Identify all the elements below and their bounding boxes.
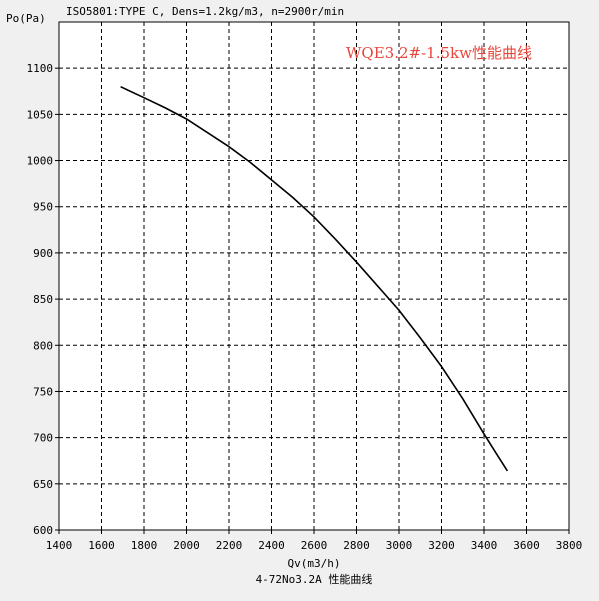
x-axis-label: Qv(m3/h)	[288, 557, 341, 570]
y-tick-label: 600	[33, 524, 53, 537]
y-tick-label: 1050	[27, 108, 54, 121]
y-tick-label: 900	[33, 247, 53, 260]
x-tick-label: 3800	[556, 539, 583, 552]
x-tick-label: 1600	[88, 539, 115, 552]
pressure-flow-curve	[120, 85, 509, 472]
y-tick-label: 650	[33, 478, 53, 491]
x-tick-label: 3200	[428, 539, 455, 552]
x-tick-label: 3400	[471, 539, 498, 552]
y-tick-label: 950	[33, 201, 53, 214]
y-tick-label: 750	[33, 385, 53, 398]
x-tick-label: 1800	[131, 539, 158, 552]
tick-labels: 1400 1600 1800 2000 2200 2400 2600 2800 3000 3200…	[27, 62, 583, 552]
y-axis-label: Po(Pa)	[6, 12, 46, 25]
x-tick-label: 2000	[173, 539, 200, 552]
y-tick-label: 800	[33, 339, 53, 352]
y-tick-label: 700	[33, 432, 53, 445]
chart-annotation: WQE3.2#-1.5kw性能曲线	[346, 44, 532, 62]
y-tick-label: 850	[33, 293, 53, 306]
x-tick-label: 2600	[301, 539, 328, 552]
x-tick-label: 2800	[343, 539, 370, 552]
chart-header: ISO5801:TYPE C, Dens=1.2kg/m3, n=2900r/m…	[66, 5, 344, 18]
x-tick-label: 2200	[216, 539, 243, 552]
y-tick-label: 1000	[27, 155, 54, 168]
chart-footer: 4-72No3.2A 性能曲线	[256, 572, 373, 586]
x-tick-label: 3600	[513, 539, 540, 552]
y-tick-label: 1100	[27, 62, 54, 75]
x-tick-label: 3000	[386, 539, 413, 552]
x-tick-label: 1400	[46, 539, 73, 552]
x-tick-label: 2400	[258, 539, 285, 552]
grid	[59, 22, 569, 530]
